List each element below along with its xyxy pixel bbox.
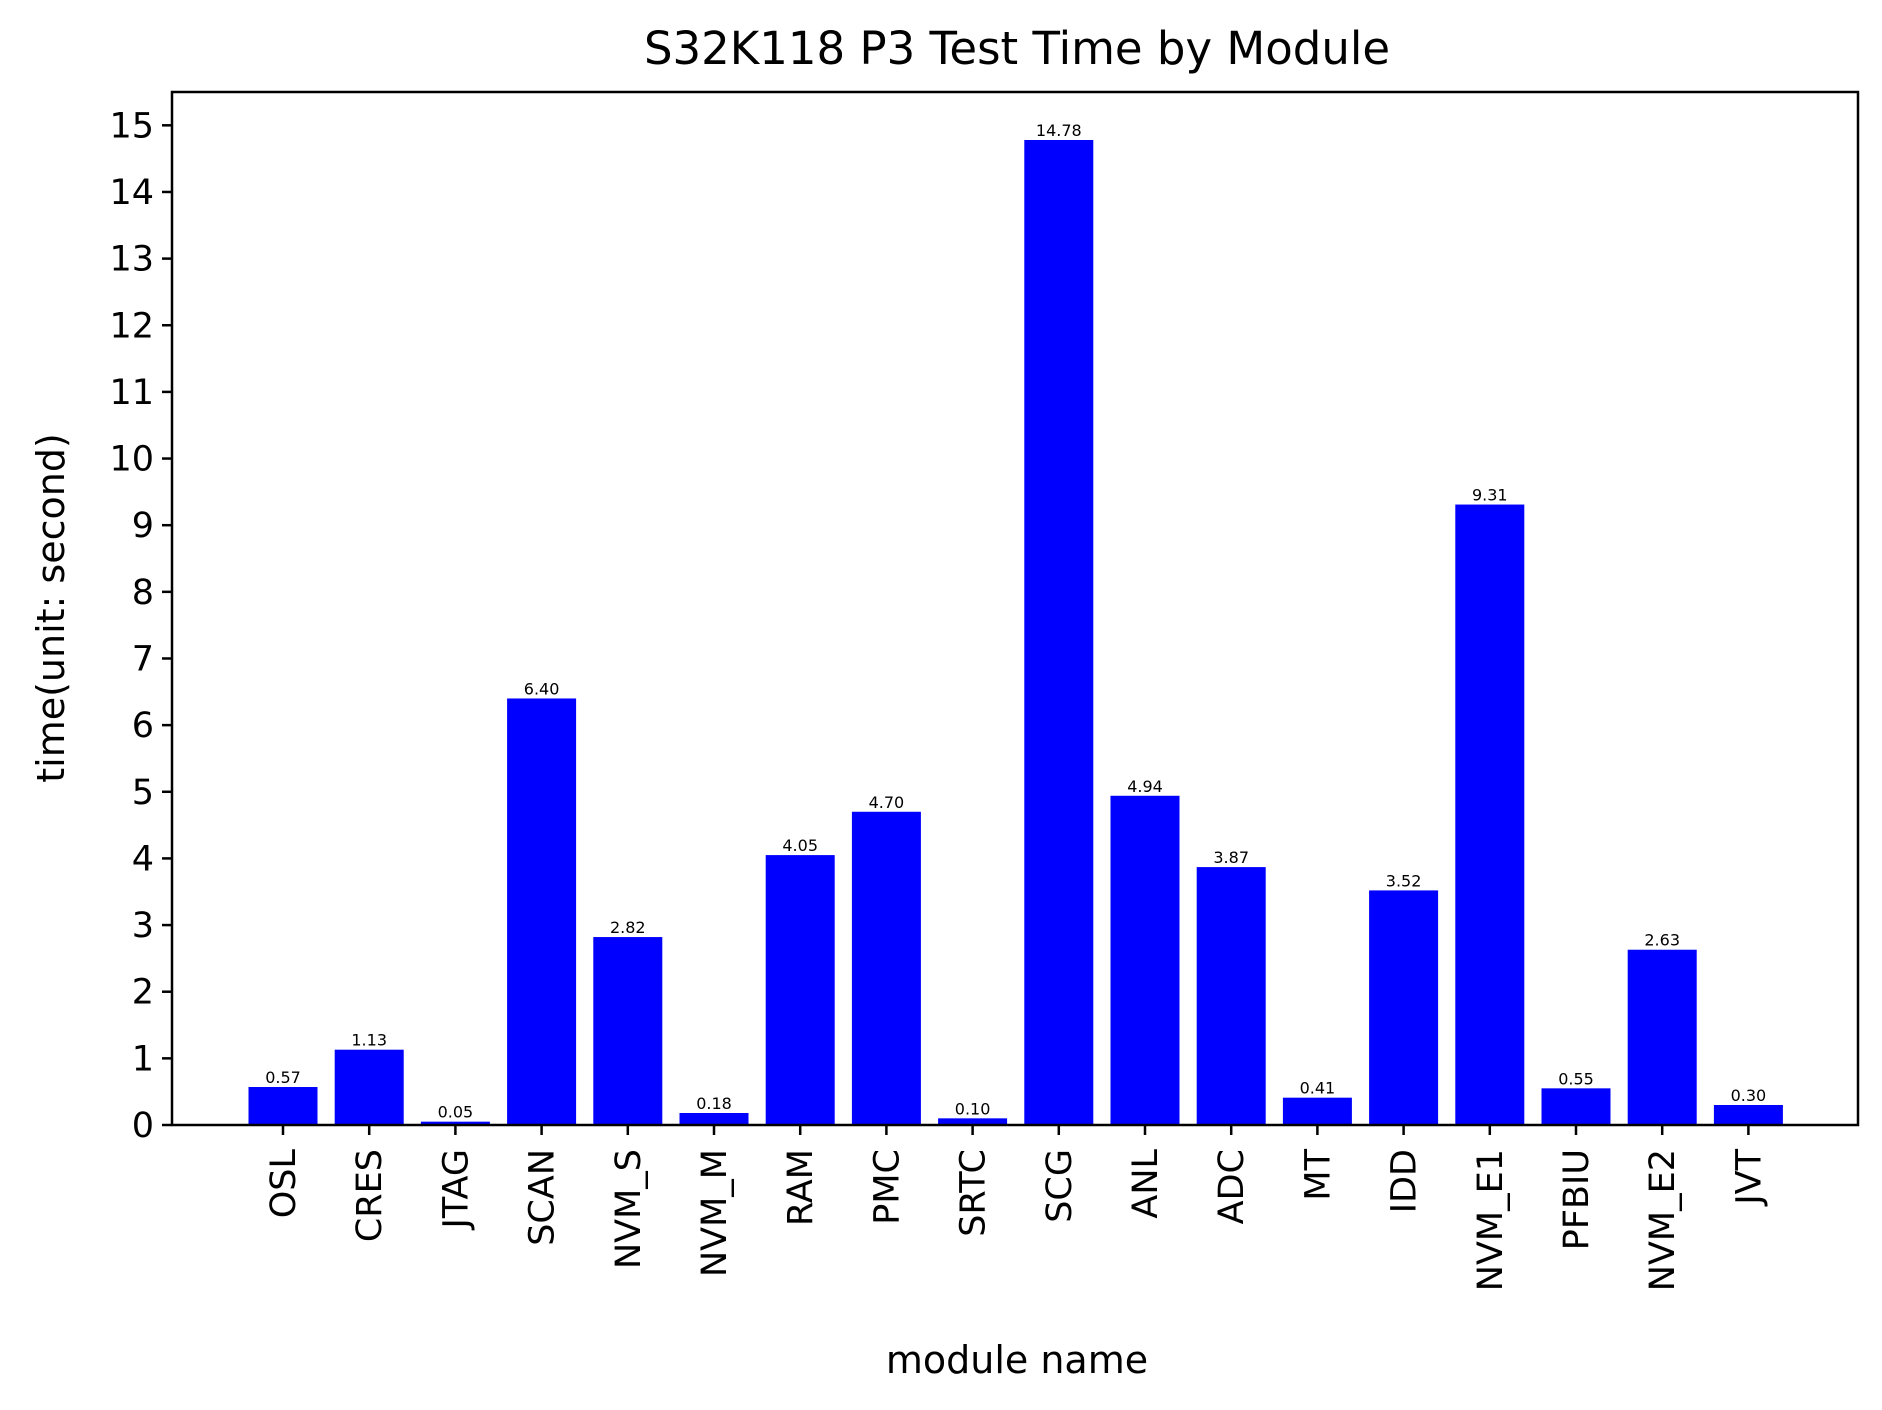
x-tick-label: PFBIU	[1557, 1149, 1597, 1250]
bar-value-label: 3.87	[1213, 848, 1249, 867]
x-tick-label: SRTC	[954, 1149, 994, 1237]
bar-jvt	[1713, 1105, 1783, 1125]
bar-value-label: 4.70	[869, 793, 905, 812]
bar-value-label: 0.55	[1558, 1069, 1594, 1088]
x-tick-label: JTAG	[436, 1149, 476, 1230]
bar-idd	[1369, 890, 1439, 1125]
y-tick-label: 6	[132, 706, 154, 746]
bar-adc	[1196, 867, 1266, 1125]
y-tick-label: 8	[132, 573, 154, 613]
bar-value-label: 2.63	[1644, 931, 1680, 950]
y-tick-label: 3	[132, 906, 154, 946]
x-tick-label: RAM	[781, 1149, 821, 1226]
x-tick-label: JVT	[1729, 1148, 1769, 1206]
y-tick-label: 13	[109, 240, 154, 280]
bar-value-label: 0.18	[696, 1094, 732, 1113]
x-tick-label: SCAN	[523, 1149, 563, 1246]
bar-nvm-s	[593, 937, 663, 1125]
bar-nvm-e1	[1455, 504, 1525, 1125]
plot-frame	[170, 90, 1860, 1127]
x-tick-label: NVM_S	[609, 1149, 649, 1269]
x-tick-label: MT	[1298, 1148, 1338, 1200]
bar-value-label: 0.57	[265, 1068, 301, 1087]
bar-nvm-m	[679, 1113, 749, 1125]
bar-nvm-e2	[1627, 949, 1697, 1125]
bar-pmc	[851, 811, 921, 1125]
x-tick-label: NVM_E1	[1471, 1149, 1511, 1291]
y-tick-label: 4	[132, 839, 154, 879]
bar-value-label: 14.78	[1036, 121, 1082, 140]
bars-layer	[248, 139, 1783, 1126]
bar-cres	[334, 1049, 404, 1125]
x-tick-label: NVM_M	[695, 1149, 735, 1277]
bar-value-label: 0.05	[438, 1103, 474, 1122]
bar-value-label: 4.05	[782, 836, 818, 855]
y-tick-label: 7	[132, 639, 154, 679]
bar-osl	[248, 1087, 318, 1125]
x-tick-label: NVM_E2	[1643, 1149, 1683, 1291]
bar-value-label: 0.41	[1300, 1079, 1336, 1098]
bar-value-label: 3.52	[1386, 871, 1422, 890]
y-tick-label: 5	[132, 773, 154, 813]
bar-anl	[1110, 795, 1180, 1125]
y-tick-label: 9	[132, 506, 154, 546]
x-tick-label: PMC	[867, 1149, 907, 1225]
x-tick-label: CRES	[350, 1149, 390, 1242]
x-axis: OSL CRES JTAG SCAN NVM_S NVM_M RAM PMC SRTC SCG AN…	[264, 1125, 1769, 1291]
x-tick-label: SCG	[1040, 1149, 1080, 1223]
y-tick-label: 14	[109, 173, 154, 213]
bar-ram	[765, 855, 835, 1125]
bar-value-label: 0.30	[1731, 1086, 1767, 1105]
y-tick-label: 2	[132, 973, 154, 1013]
x-tick-label: ADC	[1212, 1149, 1252, 1224]
x-tick-label: ANL	[1126, 1149, 1166, 1219]
y-tick-label: 12	[109, 306, 154, 346]
bar-value-label: 1.13	[351, 1031, 387, 1050]
x-axis-label: module name	[886, 1338, 1148, 1382]
bar-scan	[507, 698, 577, 1125]
x-tick-label: OSL	[264, 1149, 304, 1219]
bar-pfbiu	[1541, 1088, 1611, 1125]
bar-value-label: 2.82	[610, 918, 646, 937]
bar-scg	[1024, 139, 1094, 1126]
bar-jtag	[420, 1121, 490, 1125]
y-tick-label: 11	[109, 373, 154, 413]
bar-value-label: 9.31	[1472, 486, 1508, 505]
bar-mt	[1282, 1097, 1352, 1125]
chart-title: S32K118 P3 Test Time by Module	[644, 22, 1390, 75]
bar-value-label: 0.10	[955, 1099, 991, 1118]
y-tick-label: 10	[109, 440, 154, 480]
value-labels-layer: 0.57 1.13 0.05 6.40 2.82 0.18 4.05 4.70 0.10 14.7…	[265, 121, 1766, 1122]
bar-srtc	[938, 1118, 1008, 1125]
y-axis-label: time(unit: second)	[29, 433, 73, 783]
y-tick-label: 1	[132, 1039, 154, 1079]
bar-value-label: 4.94	[1127, 777, 1163, 796]
x-tick-label: IDD	[1385, 1149, 1425, 1213]
bar-value-label: 6.40	[524, 679, 560, 698]
y-tick-label: 15	[109, 106, 154, 146]
y-tick-label: 0	[132, 1106, 154, 1146]
